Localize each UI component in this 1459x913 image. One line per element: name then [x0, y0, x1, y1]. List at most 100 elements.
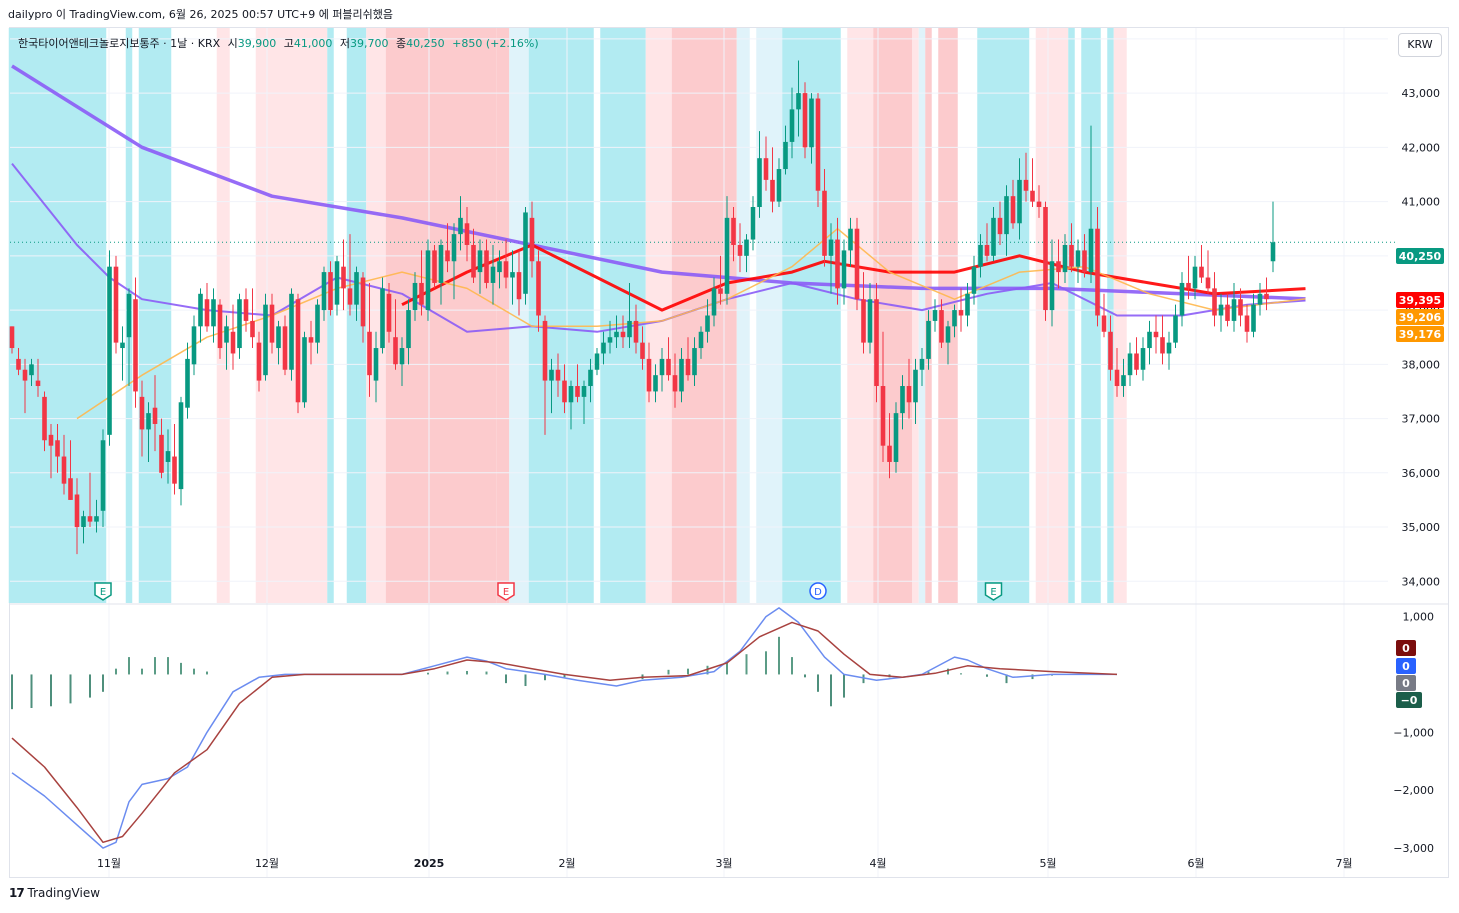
candle-body [958, 310, 964, 316]
candle [575, 364, 580, 403]
candle-body [523, 212, 528, 294]
macd-panel [11, 607, 1118, 849]
candle [497, 250, 502, 289]
candle-body [107, 266, 112, 435]
tradingview-logo-icon: 17 [9, 886, 25, 900]
candle [152, 375, 158, 452]
candle [1075, 239, 1081, 283]
candle [1199, 244, 1204, 283]
candle-body [321, 272, 327, 311]
candle-body [555, 369, 561, 381]
candle [295, 293, 301, 414]
candle [1101, 293, 1107, 338]
candle-body [1218, 304, 1224, 316]
candle-body [354, 272, 359, 305]
candle [315, 299, 320, 354]
candle [932, 299, 938, 332]
macd-tag-box [1396, 692, 1422, 708]
candle [9, 326, 15, 354]
candle [1166, 331, 1172, 370]
candle-body [997, 217, 1003, 235]
candle-body [1270, 242, 1276, 262]
candle [74, 478, 80, 555]
candle-body [542, 320, 548, 381]
candle [523, 207, 528, 305]
candle-body [757, 158, 762, 208]
price-tag: 39,176 [1396, 326, 1444, 342]
signal-band [496, 28, 510, 603]
signal-band [1068, 28, 1075, 603]
candle-body [406, 310, 411, 349]
candle [692, 337, 697, 387]
candle-body [1173, 315, 1178, 343]
earnings-icon [984, 582, 1003, 601]
candle-body [1244, 315, 1250, 332]
candle [789, 87, 795, 159]
candle-body [35, 380, 41, 387]
candle-body [750, 207, 756, 240]
candle [711, 277, 717, 327]
candle-body [211, 299, 216, 327]
candle-body [1017, 179, 1022, 224]
price-tick-label: 42,000 [1402, 141, 1441, 154]
candle [952, 304, 957, 338]
candle [555, 353, 561, 397]
candle-body [1049, 261, 1055, 311]
candle-body [185, 358, 190, 408]
price-tag-box [1396, 292, 1444, 308]
signal-band [216, 28, 230, 603]
candle [958, 288, 964, 332]
candle [809, 93, 814, 164]
candle-body [926, 320, 931, 359]
candle [659, 348, 665, 392]
candle-body [120, 342, 125, 349]
candle-body [139, 396, 145, 430]
candle-body [1238, 299, 1243, 316]
candle [393, 299, 398, 370]
signal-band [1081, 28, 1101, 603]
candle [874, 282, 879, 403]
currency-button[interactable]: KRW [1398, 33, 1442, 57]
candle [334, 255, 340, 316]
candle-body [1225, 304, 1230, 321]
candle-body [568, 386, 574, 403]
axes: 34,00035,00036,00037,00038,00039,00040,0… [97, 33, 1444, 870]
candle [373, 331, 379, 403]
candle [386, 282, 392, 343]
candle-body [503, 261, 509, 278]
candle [204, 282, 210, 332]
candle [237, 293, 242, 359]
candle [841, 239, 847, 305]
candle [724, 196, 730, 305]
signal-band [918, 28, 926, 603]
candle [861, 272, 866, 354]
symbol-name: 한국타이어앤테크놀로지보통주 · 1날 · KRX [18, 37, 221, 50]
candle [380, 277, 385, 354]
candle [354, 266, 359, 321]
candle [1056, 239, 1061, 289]
candle-body [594, 353, 600, 370]
candle-body [822, 190, 827, 256]
candle [1134, 337, 1139, 376]
macd-tag: 0 [1396, 675, 1416, 691]
candle [666, 337, 671, 381]
candle [1270, 201, 1276, 273]
signal-band [873, 28, 913, 603]
candle-body [984, 244, 990, 256]
candle-body [770, 179, 775, 202]
candle [887, 413, 892, 479]
candle [1238, 288, 1243, 327]
symbol-legend: 한국타이어앤테크놀로지보통주 · 1날 · KRX 시39,900 고41,00… [18, 35, 539, 51]
candle [107, 250, 112, 446]
candle-body [1257, 293, 1263, 305]
candle [269, 293, 275, 354]
price-tick-label: 41,000 [1402, 196, 1441, 209]
candle [1218, 293, 1224, 332]
price-tick-label: 38,000 [1402, 358, 1441, 371]
candle [1121, 358, 1126, 397]
event-marker: E [94, 582, 112, 601]
candle-body [9, 326, 15, 349]
candle-body [1108, 331, 1113, 370]
